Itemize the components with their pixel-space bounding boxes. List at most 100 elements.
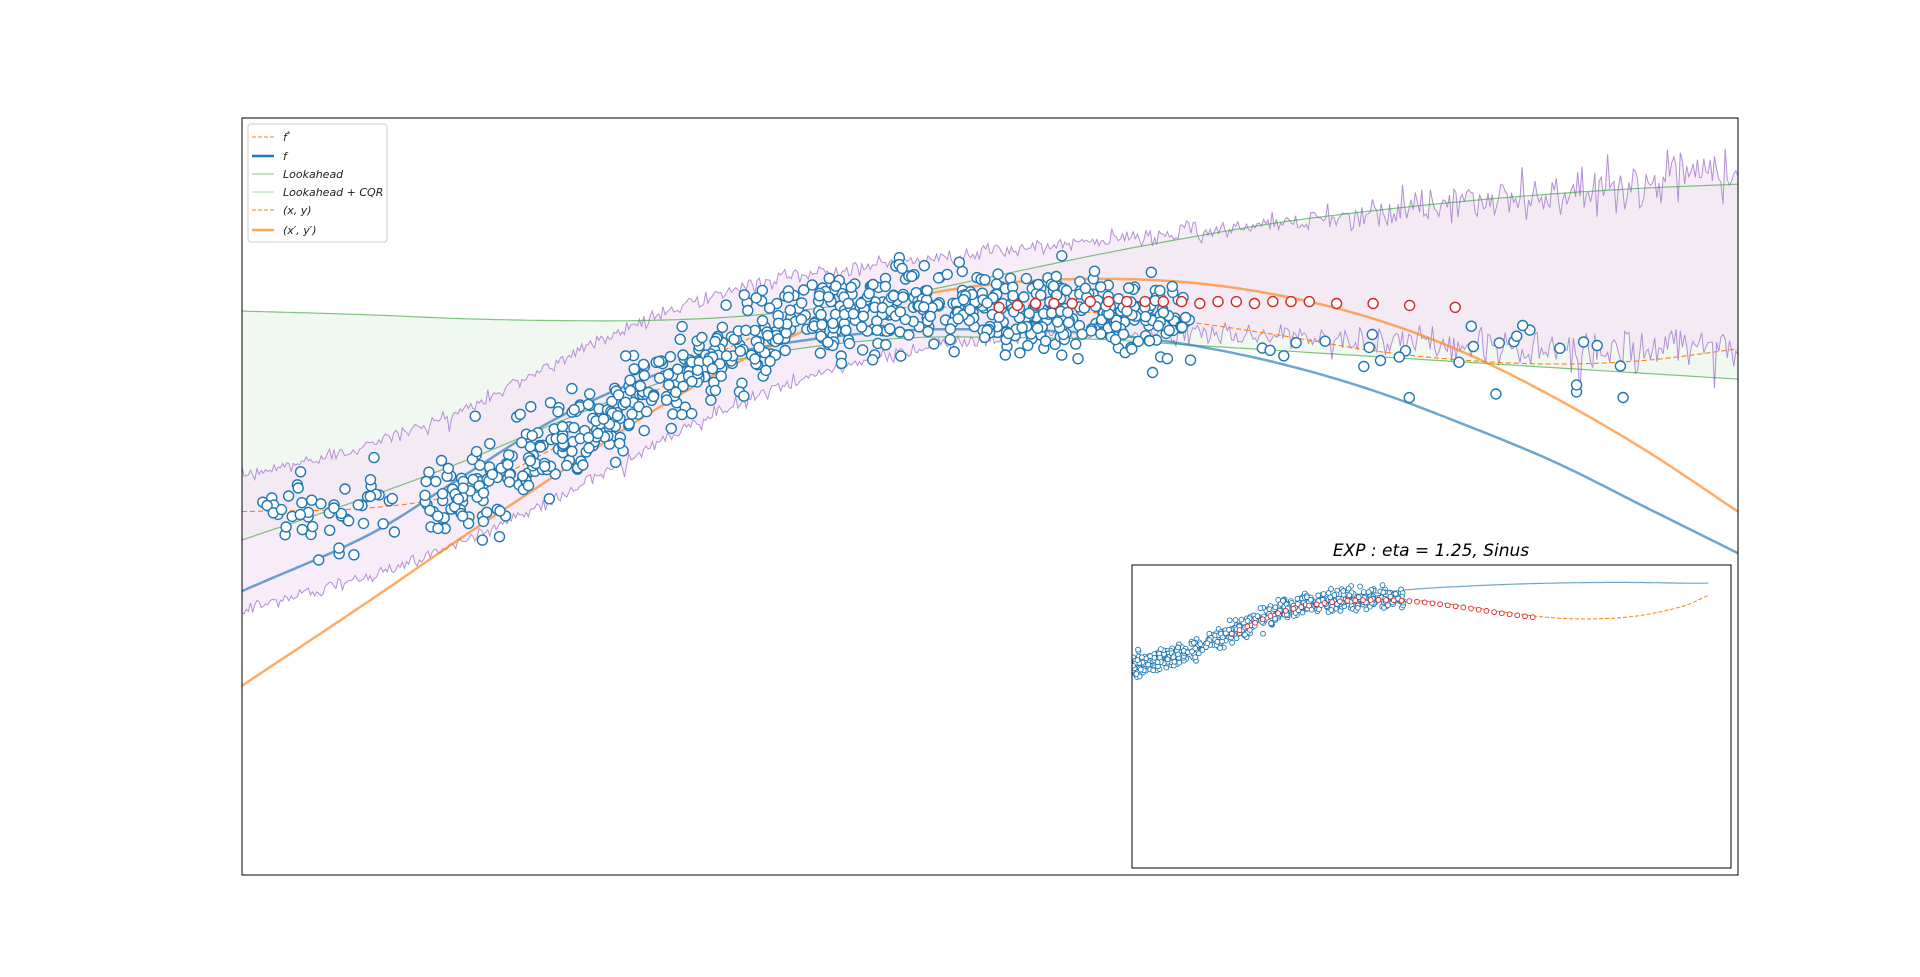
observed-point	[720, 350, 733, 362]
observed-point	[941, 268, 953, 281]
observed-point	[1319, 335, 1331, 347]
observed-point	[623, 418, 635, 430]
observed-point	[981, 297, 993, 309]
inset-x-y-point	[1259, 616, 1266, 623]
inset-x-y-point	[1321, 600, 1328, 606]
observed-point	[294, 466, 307, 478]
observed-point	[477, 515, 490, 528]
inset-observed-point	[1392, 591, 1399, 597]
observed-point	[1051, 316, 1064, 328]
observed-point	[738, 390, 750, 402]
inset-observed-point	[1199, 647, 1206, 653]
observed-points	[257, 250, 1629, 566]
legend-label-lookahead: Lookahead	[283, 168, 344, 181]
observed-point	[953, 256, 965, 268]
inset-observed-point	[1145, 661, 1151, 668]
observed-point	[1374, 354, 1387, 367]
inset-x-y-point	[1360, 597, 1366, 603]
observed-point	[1109, 333, 1122, 346]
observed-point	[816, 319, 828, 331]
observed-point	[894, 306, 906, 318]
inset-observed-point	[1135, 646, 1141, 653]
observed-point	[493, 531, 506, 543]
observed-point	[822, 336, 834, 348]
observed-point	[1493, 337, 1506, 349]
x-y-point	[1048, 297, 1060, 310]
observed-point	[1145, 266, 1158, 278]
observed-point	[566, 445, 578, 457]
observed-point	[749, 353, 761, 365]
inset-observed-point	[1219, 634, 1226, 641]
observed-point	[796, 297, 808, 309]
inset-observed-point	[1365, 589, 1372, 595]
observed-point	[592, 427, 604, 440]
observed-point	[879, 280, 892, 293]
observed-point	[609, 456, 622, 468]
x-y-point	[1157, 295, 1170, 308]
inset-x-y-point	[1267, 613, 1274, 619]
main-axes-frame	[241, 117, 1739, 876]
inset-x-y-point	[1398, 597, 1405, 604]
observed-point	[1050, 270, 1063, 283]
inset-observed-point	[1197, 641, 1204, 647]
observed-point	[662, 368, 675, 380]
observed-point	[386, 492, 398, 505]
observed-point	[1039, 335, 1052, 347]
observed-point	[637, 358, 650, 371]
observed-point	[280, 521, 292, 533]
observed-point	[884, 323, 896, 335]
observed-point	[956, 265, 968, 278]
observed-point	[705, 394, 717, 406]
observed-point	[543, 493, 555, 505]
observed-point	[1121, 305, 1133, 317]
observed-point	[432, 522, 444, 535]
observed-point	[798, 284, 810, 296]
observed-point	[1264, 344, 1276, 356]
observed-point	[944, 333, 956, 346]
legend-box	[247, 123, 388, 243]
observed-point	[795, 313, 807, 326]
observed-point	[525, 401, 537, 413]
inset-x-y-point	[1329, 599, 1335, 605]
observed-point	[1591, 339, 1603, 352]
observed-point	[364, 490, 376, 502]
inset-observed-point	[1257, 605, 1264, 612]
inset-observed-point	[1229, 639, 1235, 646]
observed-point	[582, 432, 595, 444]
observed-point	[626, 408, 638, 420]
observed-point	[561, 459, 573, 472]
observed-point	[638, 369, 650, 382]
observed-point	[1035, 289, 1047, 301]
observed-point	[1002, 327, 1015, 340]
observed-point	[503, 476, 516, 488]
observed-point	[944, 323, 957, 335]
inset-x-y-point	[1282, 607, 1289, 614]
observed-point	[756, 315, 769, 327]
observed-point	[1453, 356, 1465, 368]
observed-point	[1132, 335, 1145, 347]
inset-observed-point	[1171, 658, 1178, 665]
observed-point	[756, 284, 768, 297]
x-y-point	[1267, 295, 1279, 308]
observed-point	[896, 262, 908, 275]
observed-point	[750, 292, 762, 304]
observed-point	[686, 407, 698, 420]
observed-point	[1056, 349, 1068, 361]
inset-observed-point	[1280, 597, 1286, 604]
inset-observed-point	[1320, 591, 1327, 597]
x-y-point	[1102, 295, 1115, 308]
observed-point	[667, 408, 679, 420]
observed-point	[1146, 366, 1159, 379]
inset-observed-point	[1175, 644, 1181, 651]
inset-observed-point	[1357, 583, 1363, 590]
observed-point	[843, 337, 856, 350]
observed-point	[855, 297, 867, 309]
observed-point	[1176, 321, 1188, 333]
inset-x-y-point	[1529, 614, 1536, 621]
x-y-point	[1139, 295, 1151, 308]
observed-point	[691, 364, 704, 376]
inset-observed-point	[1272, 604, 1279, 611]
observed-point	[709, 384, 722, 397]
observed-point	[357, 517, 370, 530]
observed-point	[1403, 391, 1416, 404]
